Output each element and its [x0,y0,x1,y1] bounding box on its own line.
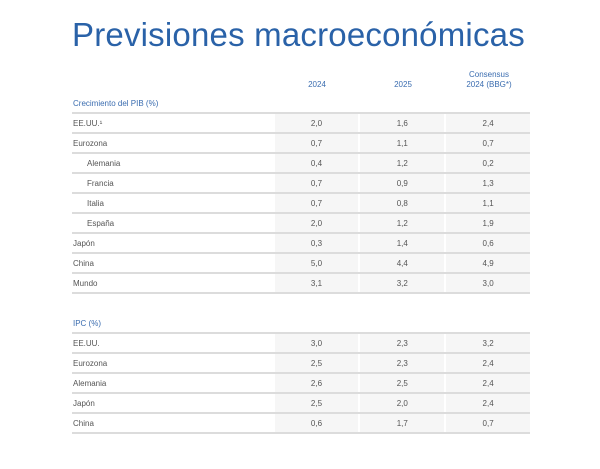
value-cell: 1,1 [446,194,531,212]
column-header-consensus: Consensus 2024 (BBG*) [446,70,532,90]
value-cell: 4,9 [446,254,530,272]
value-cell: 0,7 [274,194,359,212]
value-cell: 2,3 [360,354,445,372]
row-label: Japón [73,398,95,408]
value-cell: 1,4 [360,234,445,252]
column-header-2024: 2024 [308,80,326,89]
value-cell: 0,4 [274,154,359,172]
table-row: Alemania 2,6 2,5 2,4 [72,372,530,392]
value-cell: 3,0 [446,274,530,292]
value-cell: 0,9 [360,174,445,192]
table-row: España 2,0 1,2 1,9 [72,212,531,232]
value-cell: 3,2 [446,334,530,352]
value-cell: 1,6 [360,114,445,132]
row-label: Alemania [87,158,121,168]
row-label: Mundo [73,278,98,288]
section-label-ipc: IPC (%) [73,319,101,328]
row-label: Japón [73,238,95,248]
row-label: EE.UU. [73,338,100,348]
value-cell: 3,2 [360,274,445,292]
table-row: China 0,6 1,7 0,7 [72,412,530,434]
value-cell: 1,3 [446,174,531,192]
value-cell: 1,7 [360,414,445,432]
value-cell: 1,1 [360,134,445,152]
value-cell: 3,0 [274,334,359,352]
row-label: Italia [87,198,104,208]
table-row: China 5,0 4,4 4,9 [72,252,530,272]
row-label: Francia [87,178,114,188]
row-label: Eurozona [73,138,108,148]
table-row: Francia 0,7 0,9 1,3 [72,172,531,192]
table-row: Eurozona 2,5 2,3 2,4 [72,352,530,372]
table-row: EE.UU. 3,0 2,3 3,2 [72,332,530,352]
value-cell: 5,0 [274,254,359,272]
value-cell: 2,4 [446,394,530,412]
table-row: Eurozona 0,7 1,1 0,7 [72,132,530,152]
row-label: EE.UU.¹ [73,118,103,128]
table-row: EE.UU.¹ 2,0 1,6 2,4 [72,112,530,132]
value-cell: 2,5 [274,394,359,412]
row-label: Alemania [73,378,107,388]
value-cell: 2,5 [274,354,359,372]
section-label-pib: Crecimiento del PIB (%) [73,99,159,108]
value-cell: 2,4 [446,374,530,392]
table-row: Japón 0,3 1,4 0,6 [72,232,530,252]
table-row: Mundo 3,1 3,2 3,0 [72,272,530,294]
row-label: Eurozona [73,358,108,368]
row-label: China [73,418,94,428]
column-header-2025: 2025 [394,80,412,89]
value-cell: 0,7 [446,414,530,432]
row-label: España [87,218,115,228]
value-cell: 2,4 [446,114,530,132]
value-cell: 0,3 [274,234,359,252]
value-cell: 1,2 [360,214,445,232]
value-cell: 1,2 [360,154,445,172]
value-cell: 0,2 [446,154,531,172]
value-cell: 2,5 [360,374,445,392]
value-cell: 0,7 [446,134,530,152]
value-cell: 1,9 [446,214,531,232]
value-cell: 2,4 [446,354,530,372]
value-cell: 2,3 [360,334,445,352]
value-cell: 0,8 [360,194,445,212]
pib-table: EE.UU.¹ 2,0 1,6 2,4 Eurozona 0,7 1,1 0,7 Alemani… [72,112,531,294]
value-cell: 4,4 [360,254,445,272]
page-title: Previsiones macroeconómicas [72,16,525,53]
consensus-line-2: 2024 (BBG*) [466,80,512,89]
value-cell: 0,7 [274,174,359,192]
value-cell: 2,0 [274,214,359,232]
value-cell: 3,1 [274,274,359,292]
table-row: Japón 2,5 2,0 2,4 [72,392,530,412]
value-cell: 2,6 [274,374,359,392]
row-label: China [73,258,94,268]
table-row: Italia 0,7 0,8 1,1 [72,192,531,212]
value-cell: 2,0 [360,394,445,412]
value-cell: 0,7 [274,134,359,152]
table-row: Alemania 0,4 1,2 0,2 [72,152,531,172]
value-cell: 0,6 [446,234,530,252]
consensus-line-1: Consensus [468,70,510,79]
value-cell: 2,0 [274,114,359,132]
value-cell: 0,6 [274,414,359,432]
ipc-table: EE.UU. 3,0 2,3 3,2 Eurozona 2,5 2,3 2,4 Alemania… [72,332,530,434]
